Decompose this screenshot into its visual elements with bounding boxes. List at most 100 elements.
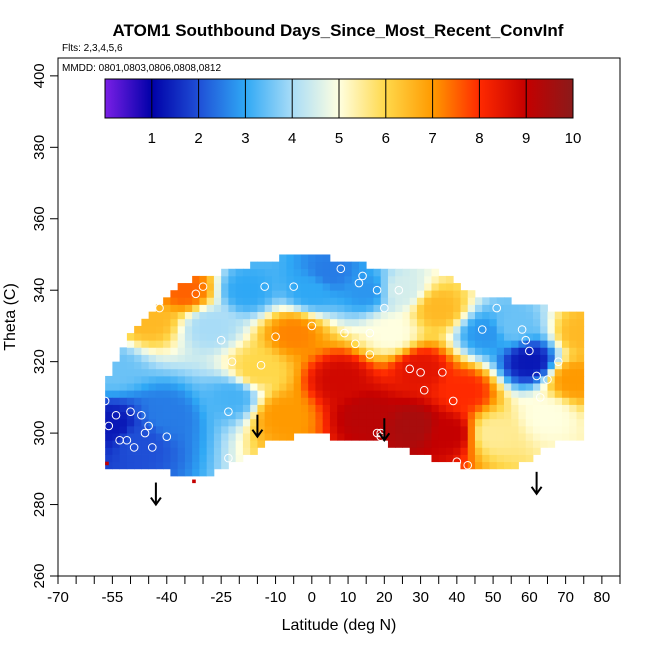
- heatmap-cell: [366, 318, 374, 327]
- heatmap-cell: [518, 304, 527, 313]
- heatmap-cell: [344, 268, 353, 277]
- sample-point: [452, 457, 462, 466]
- heatmap-cell: [329, 354, 338, 363]
- heatmap-cell: [438, 454, 447, 463]
- y-tick-label: 300: [31, 421, 48, 446]
- heatmap-cell: [547, 425, 556, 434]
- heatmap-cell: [445, 433, 454, 441]
- heatmap-cell: [257, 261, 266, 270]
- heatmap-cell: [366, 340, 374, 348]
- heatmap-cell: [402, 347, 411, 355]
- colorbar-tick-label: 8: [475, 130, 483, 147]
- heatmap-cell: [293, 261, 302, 270]
- heatmap-cell: [351, 290, 360, 298]
- heatmap-cell: [221, 440, 229, 448]
- heatmap-cell: [380, 318, 389, 327]
- heatmap-cell: [329, 275, 338, 284]
- heatmap-cell: [213, 375, 222, 384]
- heatmap-cell: [206, 283, 215, 291]
- heatmap-cell: [496, 333, 505, 341]
- heatmap-cell: [250, 425, 258, 434]
- heatmap-cell: [308, 383, 316, 391]
- heatmap-cell: [242, 447, 251, 455]
- heatmap-cell: [576, 404, 585, 413]
- heatmap-cell: [250, 304, 258, 313]
- heatmap-cell: [250, 275, 258, 284]
- heatmap-cell: [242, 390, 251, 398]
- heatmap-cell: [112, 440, 121, 448]
- heatmap-cell: [271, 411, 280, 420]
- sample-point: [354, 278, 364, 288]
- x-tick-label: -70: [47, 589, 69, 606]
- heatmap-cell: [351, 425, 360, 434]
- heatmap-cell: [155, 333, 164, 341]
- heatmap-cell: [525, 311, 534, 320]
- heatmap-cell: [257, 390, 266, 398]
- heatmap-cell: [337, 311, 345, 320]
- heatmap-cell: [192, 397, 200, 405]
- heatmap-cell: [474, 347, 483, 355]
- heatmap-cell: [315, 390, 324, 398]
- heatmap-cell: [518, 354, 527, 363]
- heatmap-cell: [300, 361, 309, 370]
- heatmap-cell: [467, 375, 476, 384]
- heatmap-cell: [213, 404, 222, 413]
- heatmap-cell: [141, 333, 150, 341]
- heatmap-cell: [242, 268, 251, 277]
- colorbar-tick-label: 5: [335, 130, 343, 147]
- heatmap-cell: [366, 361, 374, 370]
- heatmap-cell: [344, 390, 353, 398]
- heatmap-cell: [438, 304, 447, 313]
- heatmap-cell: [489, 411, 498, 420]
- heatmap-cell: [264, 368, 273, 377]
- heatmap-cell: [416, 433, 425, 441]
- heatmap-cell: [221, 325, 229, 334]
- heatmap-cell: [112, 390, 121, 398]
- heatmap-cell: [300, 261, 309, 270]
- heatmap-cell: [141, 325, 150, 334]
- sample-point: [358, 271, 367, 281]
- heatmap-cell: [112, 404, 121, 413]
- heatmap-cell: [344, 375, 353, 384]
- heatmap-cell: [344, 283, 353, 291]
- heatmap-cell: [329, 261, 338, 270]
- down-arrow-icon: [150, 482, 162, 507]
- heatmap-cell: [387, 383, 396, 391]
- heatmap-cell: [409, 325, 418, 334]
- heatmap-cell: [387, 333, 396, 341]
- heatmap-cell: [177, 283, 186, 291]
- x-tick-label: -55: [102, 589, 124, 606]
- heatmap-cell: [264, 275, 273, 284]
- heatmap-cell: [192, 383, 200, 391]
- heatmap-cell: [511, 340, 519, 348]
- heatmap-cell: [467, 347, 476, 355]
- heatmap-cell: [221, 375, 229, 384]
- sample-point: [394, 285, 404, 295]
- heatmap-cell: [569, 383, 577, 391]
- heatmap-cell: [300, 254, 309, 263]
- heatmap-cell: [474, 390, 483, 398]
- heatmap-cell: [387, 311, 396, 320]
- heatmap-cell: [271, 325, 280, 334]
- heatmap-cell: [148, 354, 157, 363]
- x-axis-title: Latitude (deg N): [282, 617, 397, 634]
- heatmap-cell: [242, 318, 251, 327]
- heatmap-cell: [170, 447, 179, 455]
- heatmap-cell: [416, 425, 425, 434]
- heatmap-cell: [409, 397, 418, 405]
- heatmap-cell: [532, 404, 541, 413]
- heatmap-cell: [503, 433, 512, 441]
- heatmap-cell: [344, 361, 353, 370]
- heatmap-cell: [351, 311, 360, 320]
- heatmap-cell: [453, 283, 461, 291]
- heatmap-cell: [482, 318, 490, 327]
- heatmap-cell: [155, 340, 164, 348]
- heatmap-cell: [235, 404, 244, 413]
- heatmap-cell: [308, 411, 316, 420]
- heatmap-cell: [474, 397, 483, 405]
- heatmap-cell: [460, 425, 469, 434]
- heatmap-cell: [525, 304, 534, 313]
- heatmap-cell: [547, 368, 556, 377]
- heatmap-cell: [235, 275, 244, 284]
- heatmap-cell: [532, 383, 541, 391]
